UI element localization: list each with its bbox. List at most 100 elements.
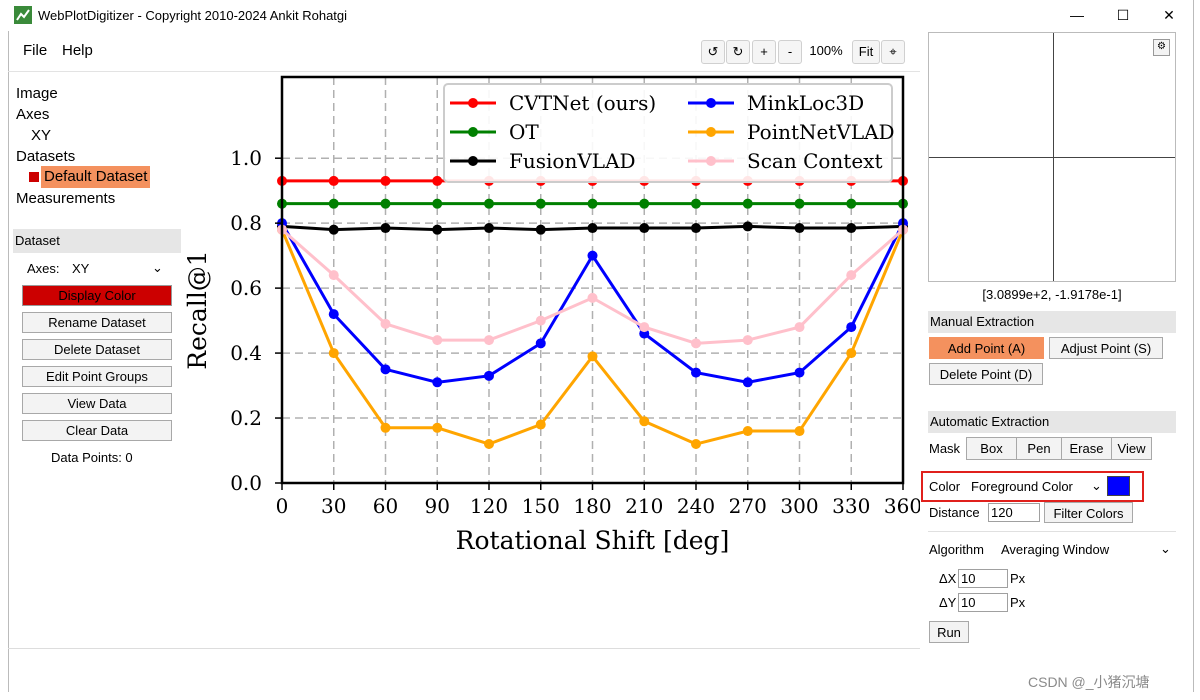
axes-select[interactable]: XY ⌄ bbox=[72, 260, 167, 276]
rotate-cw-icon[interactable]: ↻ bbox=[726, 40, 750, 64]
display-color-button[interactable]: Display Color bbox=[22, 285, 172, 306]
legend-marker bbox=[468, 156, 478, 166]
zoom-out-button[interactable]: - bbox=[778, 40, 802, 64]
add-point-button[interactable]: Add Point (A) bbox=[929, 337, 1044, 359]
data-point bbox=[484, 439, 494, 450]
y-tick-label: 0.6 bbox=[230, 276, 262, 300]
data-point bbox=[484, 223, 494, 234]
mask-view-button[interactable]: View bbox=[1111, 437, 1152, 460]
tree-axes-xy[interactable]: XY bbox=[31, 127, 52, 144]
data-point bbox=[691, 223, 701, 234]
edit-point-groups-button[interactable]: Edit Point Groups bbox=[22, 366, 172, 387]
x-tick-label: 330 bbox=[832, 494, 870, 518]
view-data-button[interactable]: View Data bbox=[22, 393, 172, 414]
data-point bbox=[535, 315, 546, 326]
legend-label: OT bbox=[509, 120, 539, 144]
legend-marker bbox=[468, 98, 478, 108]
y-tick-label: 1.0 bbox=[230, 146, 262, 170]
delete-dataset-button[interactable]: Delete Dataset bbox=[22, 339, 172, 360]
data-point bbox=[535, 198, 546, 209]
clear-data-button[interactable]: Clear Data bbox=[22, 420, 172, 441]
data-point bbox=[639, 223, 650, 234]
data-point bbox=[742, 426, 753, 437]
zoom-fit-button[interactable]: Fit bbox=[852, 40, 880, 64]
tree-default-dataset[interactable]: Default Dataset bbox=[41, 166, 151, 188]
title-bar bbox=[8, 0, 1192, 31]
data-point bbox=[639, 322, 650, 333]
data-point bbox=[587, 351, 598, 362]
x-tick-label: 270 bbox=[729, 494, 767, 518]
data-point bbox=[691, 198, 701, 209]
maximize-button[interactable]: ☐ bbox=[1116, 7, 1130, 23]
legend-label: FusionVLAD bbox=[509, 149, 636, 173]
chevron-down-icon: ⌄ bbox=[152, 260, 163, 275]
zoom-level: 100% bbox=[809, 43, 843, 58]
data-point bbox=[328, 309, 339, 320]
algorithm-value: Averaging Window bbox=[1001, 542, 1110, 557]
data-point bbox=[587, 198, 598, 209]
tree-datasets[interactable]: Datasets bbox=[16, 148, 76, 165]
x-tick-label: 30 bbox=[321, 494, 346, 518]
automatic-extraction-header: Automatic Extraction bbox=[928, 411, 1176, 433]
close-button[interactable]: ✕ bbox=[1163, 7, 1175, 23]
delete-point-button[interactable]: Delete Point (D) bbox=[929, 363, 1043, 385]
minimize-button[interactable]: — bbox=[1070, 7, 1084, 23]
data-point bbox=[846, 198, 857, 209]
rename-dataset-button[interactable]: Rename Dataset bbox=[22, 312, 172, 333]
adjust-point-button[interactable]: Adjust Point (S) bbox=[1049, 337, 1163, 359]
mask-erase-button[interactable]: Erase bbox=[1061, 437, 1112, 460]
chevron-down-icon: ⌄ bbox=[1160, 541, 1171, 556]
mask-pen-button[interactable]: Pen bbox=[1016, 437, 1062, 460]
data-point bbox=[535, 419, 546, 430]
data-point bbox=[380, 364, 391, 375]
data-point bbox=[328, 175, 339, 186]
zoom-in-button[interactable]: + bbox=[752, 40, 776, 64]
run-button[interactable]: Run bbox=[929, 621, 969, 643]
y-tick-label: 0.8 bbox=[230, 211, 262, 235]
app-logo-icon bbox=[14, 6, 32, 24]
menu-file[interactable]: File bbox=[23, 42, 48, 59]
rotate-ccw-icon[interactable]: ↺ bbox=[701, 40, 725, 64]
filter-colors-button[interactable]: Filter Colors bbox=[1044, 502, 1133, 523]
data-point bbox=[742, 198, 753, 209]
mask-box-button[interactable]: Box bbox=[966, 437, 1017, 460]
zoom-settings-icon[interactable]: ⚙ bbox=[1153, 39, 1170, 56]
data-point bbox=[846, 270, 857, 281]
foreground-color-swatch[interactable] bbox=[1107, 476, 1130, 496]
tree-image[interactable]: Image bbox=[16, 85, 58, 102]
delta-x-unit: Px bbox=[1010, 571, 1026, 586]
manual-extraction-header: Manual Extraction bbox=[928, 311, 1176, 333]
axes-select-value: XY bbox=[72, 261, 90, 276]
data-point bbox=[328, 198, 339, 209]
menu-help[interactable]: Help bbox=[62, 42, 93, 59]
tree-measurements[interactable]: Measurements bbox=[16, 190, 116, 207]
data-point bbox=[846, 322, 857, 333]
legend-marker bbox=[706, 98, 716, 108]
delta-y-input[interactable]: 10 bbox=[958, 593, 1008, 612]
divider bbox=[928, 531, 1176, 532]
legend-marker bbox=[468, 127, 478, 137]
legend-marker bbox=[706, 156, 716, 166]
data-point bbox=[794, 322, 805, 333]
delta-x-input[interactable]: 10 bbox=[958, 569, 1008, 588]
x-tick-label: 120 bbox=[470, 494, 508, 518]
y-tick-label: 0.0 bbox=[230, 471, 262, 495]
dataset-color-icon bbox=[29, 172, 39, 182]
algorithm-select[interactable]: Averaging Window ⌄ bbox=[1001, 541, 1171, 557]
x-tick-label: 240 bbox=[677, 494, 715, 518]
data-point bbox=[432, 198, 443, 209]
crosshair-icon[interactable]: ⌖ bbox=[881, 40, 905, 64]
data-point bbox=[794, 223, 805, 234]
x-tick-label: 150 bbox=[522, 494, 560, 518]
color-label: Color bbox=[929, 479, 961, 494]
tree-axes[interactable]: Axes bbox=[16, 106, 50, 123]
data-point bbox=[432, 224, 443, 235]
data-point bbox=[328, 270, 339, 281]
color-mode-select[interactable]: Foreground Color ⌄ bbox=[971, 478, 1104, 494]
data-point bbox=[484, 198, 494, 209]
plot-canvas[interactable]: 0 30 60 90 120 150 180 210 240 270 300 330 360 0.0 0.2… bbox=[182, 72, 920, 648]
distance-input[interactable]: 120 bbox=[988, 503, 1040, 522]
menu-bar bbox=[8, 31, 920, 72]
dataset-panel-header: Dataset bbox=[13, 229, 181, 253]
color-mode-value: Foreground Color bbox=[971, 479, 1073, 494]
